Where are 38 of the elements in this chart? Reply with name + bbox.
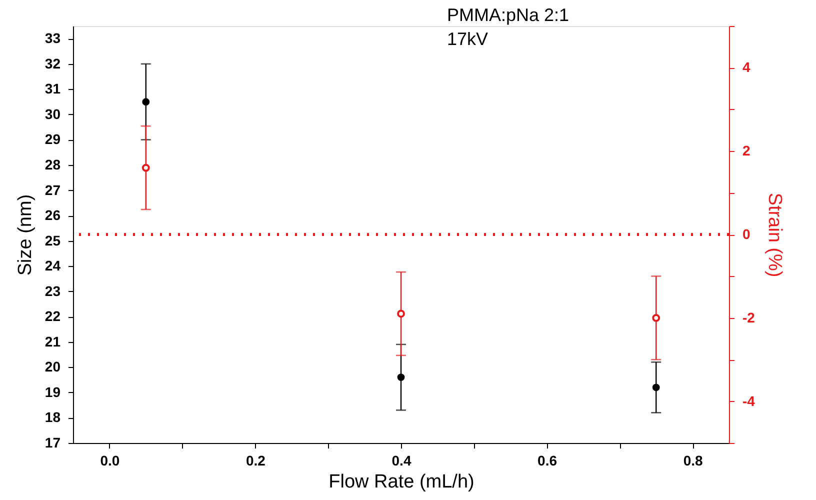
y-tick-label: 31 — [44, 80, 61, 97]
x-tick-label: 0.2 — [246, 452, 266, 468]
y-tick-label: 28 — [44, 156, 61, 172]
y-tick-label: 30 — [44, 106, 61, 122]
y-tick-label: 24 — [44, 258, 61, 274]
y-tick-label: 19 — [44, 384, 61, 400]
y2-tick-label: 4 — [742, 59, 750, 76]
y-tick-label: 17 — [44, 434, 61, 450]
y2-axis-title: Strain (%) — [764, 192, 785, 278]
point — [397, 374, 405, 381]
y2-tick-label: 2 — [742, 142, 750, 159]
x-tick-label: 0.6 — [538, 452, 558, 468]
y-tick-label: 29 — [44, 131, 61, 148]
y-tick-label: 21 — [44, 333, 61, 350]
point — [652, 314, 660, 322]
y-tick-label: 32 — [44, 55, 61, 72]
y2-tick-label: -2 — [742, 309, 756, 326]
y-tick-label: 18 — [44, 409, 61, 426]
y-tick-label: 33 — [44, 30, 61, 46]
text: PMMA:pNa 2:1 — [447, 5, 570, 25]
x-tick-label: 0.8 — [683, 452, 703, 468]
point — [142, 164, 150, 172]
point — [397, 310, 405, 318]
y-axis-title: Size (nm) — [14, 194, 36, 276]
y2-tick-label: 0 — [742, 226, 750, 242]
x-tick-label: 0.4 — [392, 452, 412, 468]
y-tick-label: 23 — [44, 282, 61, 299]
y-tick-label: 26 — [44, 207, 61, 224]
point — [142, 98, 150, 106]
x-axis-title: Flow Rate (mL/h) — [328, 472, 474, 492]
y-tick-label: 22 — [44, 308, 61, 324]
y2-tick-label: -4 — [742, 392, 756, 409]
y-tick-label: 20 — [44, 358, 61, 375]
y-tick-label: 27 — [44, 182, 61, 198]
y-tick-label: 25 — [44, 232, 61, 248]
point — [652, 384, 660, 392]
x-tick-label: 0.0 — [100, 452, 120, 468]
annotation: 17kV — [447, 29, 488, 49]
